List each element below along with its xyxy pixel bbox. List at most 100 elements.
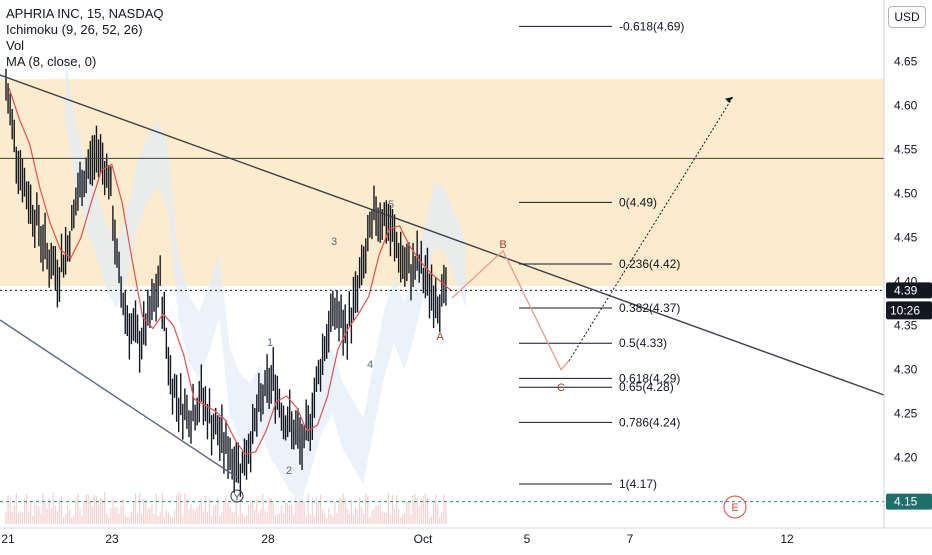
- fib-level-label: 0.5(4.33): [619, 336, 667, 350]
- volume-bar: [19, 510, 21, 524]
- volume-bar: [149, 507, 151, 524]
- volume-bar: [379, 503, 381, 524]
- volume-bar: [260, 509, 262, 524]
- price-tick-label: 4.55: [894, 143, 918, 157]
- volume-bar: [387, 492, 389, 524]
- volume-bar: [328, 507, 330, 524]
- volume-bar: [91, 507, 93, 524]
- volume-bar: [225, 497, 227, 524]
- wave-label-2: 2: [286, 465, 292, 477]
- volume-bar: [208, 499, 211, 524]
- price-tick-label: 4.20: [894, 451, 918, 465]
- volume-bar: [348, 513, 350, 524]
- volume-bar: [412, 495, 414, 524]
- volume-bar: [147, 509, 149, 524]
- volume-bar: [391, 495, 394, 524]
- volume-bar: [65, 514, 67, 524]
- volume-bar: [159, 511, 161, 524]
- volume-bar: [204, 495, 207, 524]
- volume-bar: [426, 498, 429, 524]
- volume-bar: [385, 513, 387, 524]
- volume-bar: [11, 511, 13, 524]
- volume-bar: [97, 503, 100, 524]
- indicator-volume[interactable]: Vol: [6, 38, 25, 53]
- volume-bar: [118, 513, 120, 524]
- volume-bar: [210, 516, 213, 524]
- volume-bar: [223, 500, 225, 524]
- volume-bar: [200, 498, 202, 524]
- volume-bar: [124, 515, 126, 524]
- wave-label-E-circle: [723, 495, 747, 519]
- wave-label-3: 3: [331, 236, 337, 248]
- wave-label-Y: Y: [234, 492, 240, 502]
- volume-bar: [130, 511, 133, 524]
- volume-bar: [108, 517, 110, 524]
- volume-bar: [418, 506, 420, 524]
- volume-bar: [139, 492, 141, 524]
- volume-bar: [361, 507, 363, 524]
- volume-bar: [268, 496, 270, 524]
- volume-bar: [116, 507, 118, 524]
- time-tick-label: 23: [105, 532, 119, 546]
- volume-bar: [235, 499, 237, 524]
- volume-bar: [93, 494, 95, 524]
- volume-bar: [231, 511, 233, 524]
- volume-bar: [112, 498, 114, 524]
- volume-bar: [126, 517, 128, 524]
- indicator-ma[interactable]: MA (8, close, 0): [6, 54, 97, 69]
- volume-bar: [134, 493, 137, 524]
- volume-bar: [430, 516, 433, 524]
- time-tick-label: 12: [780, 532, 794, 546]
- volume-bar: [7, 495, 9, 524]
- volume-bar: [315, 496, 318, 524]
- volume-bar: [258, 513, 260, 524]
- volume-bar: [42, 492, 44, 524]
- volume-bar: [433, 501, 435, 524]
- volume-bar: [169, 515, 172, 524]
- wave-label-A: A: [436, 331, 444, 343]
- wave-label-5: 5: [388, 199, 394, 211]
- volume-bar: [192, 508, 194, 524]
- fib-level-label: 1(4.17): [619, 477, 657, 491]
- volume-bar: [402, 514, 404, 524]
- volume-bar: [334, 501, 336, 524]
- volume-bar: [299, 499, 301, 524]
- volume-bar: [5, 511, 7, 524]
- volume-bar: [422, 495, 424, 524]
- volume-bar: [303, 501, 305, 524]
- volume-bar: [83, 502, 85, 524]
- volume-bar: [21, 511, 24, 524]
- volume-bar: [40, 514, 42, 524]
- volume-bar: [237, 515, 239, 524]
- projection-path: [451, 249, 570, 371]
- volume-bar: [95, 496, 98, 524]
- volume-bar: [56, 511, 58, 524]
- volume-bar: [233, 511, 235, 524]
- volume-bar: [67, 505, 69, 524]
- fib-level-label: 0.65(4.28): [619, 380, 674, 394]
- wave-label-E: E: [731, 502, 738, 514]
- volume-bar: [46, 508, 48, 524]
- volume-bar: [114, 507, 116, 524]
- volume-bar: [9, 497, 11, 524]
- volume-bar: [404, 513, 406, 524]
- volume-bar: [441, 512, 443, 524]
- volume-bar: [180, 494, 182, 524]
- volume-bar: [420, 498, 422, 524]
- currency-button[interactable]: USD: [888, 6, 926, 28]
- fib-level-label: -0.618(4.69): [619, 19, 684, 33]
- volume-bar: [352, 514, 355, 524]
- volume-bar: [301, 499, 303, 524]
- volume-bar: [206, 512, 209, 524]
- volume-bar: [356, 510, 359, 524]
- volume-bar: [295, 497, 297, 524]
- wave-label-Y-circle: [230, 489, 244, 503]
- level-price-badge: 4.15: [894, 495, 918, 509]
- last-price-badge-bg: [886, 282, 932, 299]
- volume-bar: [184, 493, 186, 524]
- volume-bar: [309, 514, 311, 524]
- volume-bar: [340, 498, 342, 524]
- indicator-ichimoku[interactable]: Ichimoku (9, 26, 52, 26): [6, 22, 143, 37]
